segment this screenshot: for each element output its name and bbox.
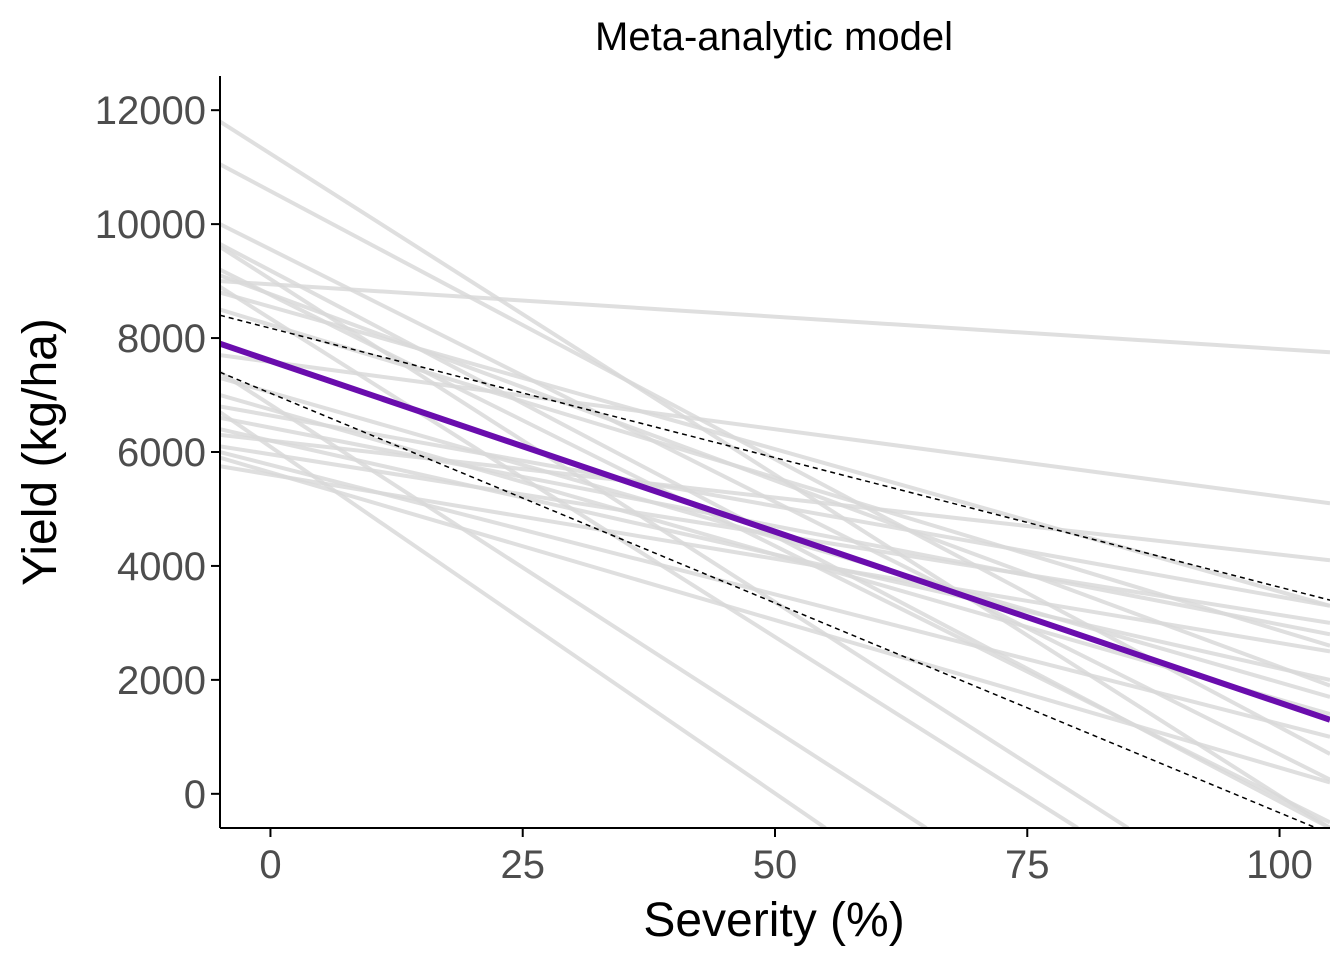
study-regression-line xyxy=(220,450,1330,739)
y-tick-label: 0 xyxy=(184,773,206,817)
ci-upper-line xyxy=(220,314,1330,601)
x-tick-label: 100 xyxy=(1246,843,1313,887)
study-regression-line xyxy=(220,119,1330,828)
y-axis-title: Yield (kg/ha) xyxy=(14,318,67,586)
study-regression-line xyxy=(220,376,1330,699)
study-regression-line xyxy=(220,285,1079,828)
x-tick-label: 50 xyxy=(753,843,798,887)
x-tick-label: 75 xyxy=(1005,843,1050,887)
study-regression-line xyxy=(220,410,827,828)
x-tick-label: 0 xyxy=(259,843,281,887)
study-regression-line xyxy=(220,279,1330,355)
x-axis-title: Severity (%) xyxy=(643,894,904,947)
study-regression-line xyxy=(220,404,1330,608)
study-regression-line xyxy=(220,427,1330,682)
ci-lower-line xyxy=(220,371,1319,828)
study-regression-line xyxy=(220,290,1330,608)
study-regression-line xyxy=(220,455,1330,785)
study-regression-line xyxy=(220,432,1330,563)
mean-regression-line xyxy=(220,340,1330,723)
study-regression-line xyxy=(220,464,1330,654)
y-tick-label: 2000 xyxy=(117,659,206,703)
y-tick-label: 6000 xyxy=(117,431,206,475)
series-layer xyxy=(220,119,1330,828)
chart-title: Meta-analytic model xyxy=(595,15,953,59)
y-tick-label: 4000 xyxy=(117,545,206,589)
y-tick-label: 10000 xyxy=(95,203,206,247)
study-regression-line xyxy=(220,245,1130,828)
study-regression-line xyxy=(220,370,928,828)
x-axis-ticks: 0 25 50 75 100 xyxy=(259,828,1313,887)
x-tick-label: 25 xyxy=(500,843,545,887)
y-tick-label: 12000 xyxy=(95,89,206,133)
study-regression-line xyxy=(220,353,1330,506)
y-axis-ticks: 0 2000 4000 6000 8000 10000 12000 xyxy=(95,89,220,817)
y-tick-label: 8000 xyxy=(117,317,206,361)
study-regression-line xyxy=(220,222,1330,782)
